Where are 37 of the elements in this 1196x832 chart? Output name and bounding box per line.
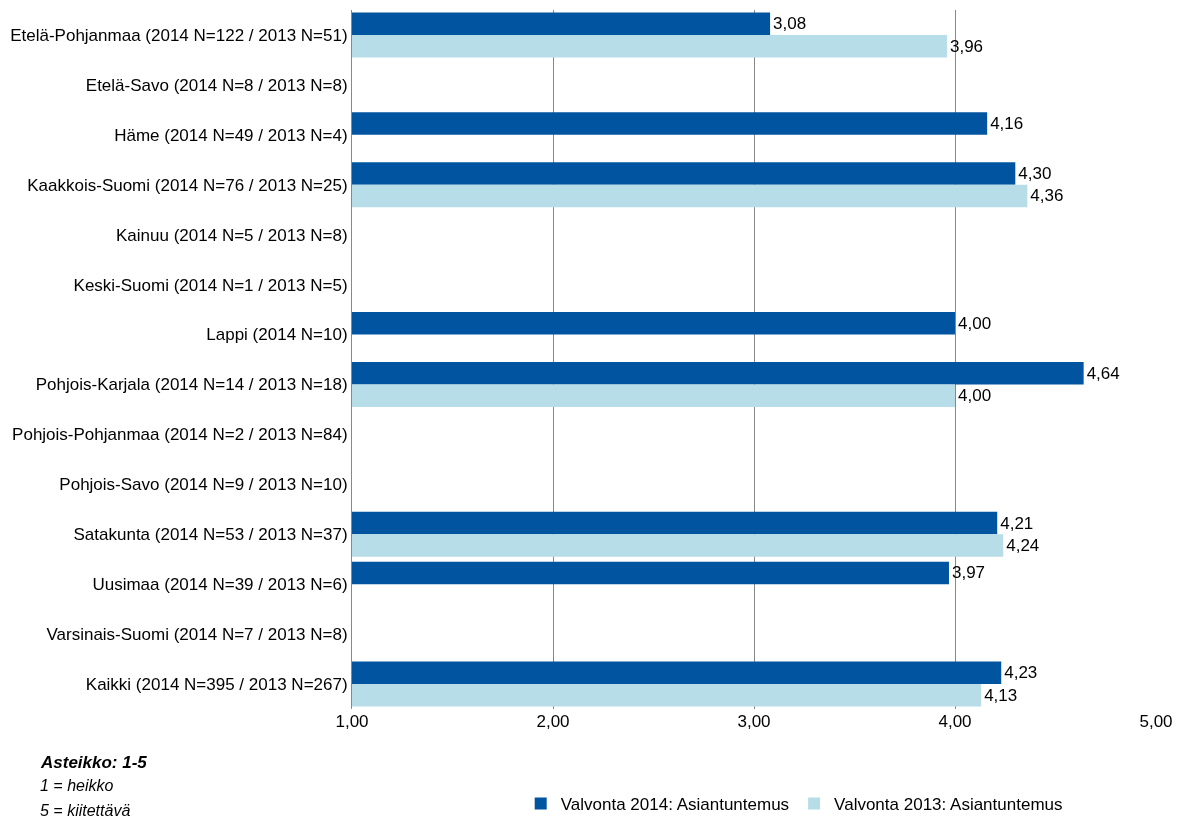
data-label: 3,08 bbox=[773, 14, 807, 34]
y-tick-label: Keski-Suomi (2014 N=1 / 2013 N=5) bbox=[73, 275, 348, 295]
y-tick-label: Uusimaa (2014 N=39 / 2013 N=6) bbox=[92, 575, 348, 595]
data-label: 3,96 bbox=[949, 36, 984, 56]
data-label: 4,64 bbox=[1086, 363, 1120, 383]
y-tick-label: Etelä-Savo (2014 N=8 / 2013 N=8) bbox=[85, 75, 348, 95]
data-label: 4,00 bbox=[958, 313, 992, 333]
y-tick-label: Satakunta (2014 N=53 / 2013 N=37) bbox=[73, 525, 348, 545]
y-tick-label: Lappi (2014 N=10) bbox=[206, 325, 348, 345]
y-tick-label: Kainuu (2014 N=5 / 2013 N=8) bbox=[116, 225, 348, 245]
text: 5 = kiitettävä bbox=[40, 802, 131, 819]
text: Asteikko: 1-5 bbox=[40, 753, 148, 772]
y-tick-label: Etelä-Pohjanmaa (2014 N=122 / 2013 N=51) bbox=[10, 25, 348, 45]
x-tick-label: 1,00 bbox=[335, 712, 369, 731]
data-label: 4,13 bbox=[984, 685, 1018, 705]
y-tick-label: Varsinais-Suomi (2014 N=7 / 2013 N=8) bbox=[46, 625, 348, 645]
y-tick-label: Pohjois-Savo (2014 N=9 / 2013 N=10) bbox=[59, 475, 348, 495]
legend-label: Valvonta 2014: Asiantuntemus bbox=[560, 795, 790, 815]
y-tick-label: Häme (2014 N=49 / 2013 N=4) bbox=[114, 125, 348, 145]
x-tick-label: 2,00 bbox=[536, 712, 570, 731]
data-label: 4,23 bbox=[1004, 663, 1038, 683]
data-label: 4,21 bbox=[1000, 513, 1034, 533]
data-label: 4,24 bbox=[1006, 535, 1040, 555]
data-label: 4,16 bbox=[990, 114, 1024, 134]
y-tick-label: Kaikki (2014 N=395 / 2013 N=267) bbox=[85, 674, 348, 694]
data-label: 4,00 bbox=[958, 386, 992, 406]
legend-label: Valvonta 2013: Asiantuntemus bbox=[834, 795, 1063, 815]
x-tick-label: 4,00 bbox=[938, 712, 972, 731]
text: 1 = heikko bbox=[40, 777, 114, 794]
x-tick-label: 3,00 bbox=[737, 712, 771, 731]
y-tick-label: Pohjois-Karjala (2014 N=14 / 2013 N=18) bbox=[35, 375, 348, 395]
data-label: 4,30 bbox=[1018, 164, 1052, 184]
x-tick-label: 5,00 bbox=[1139, 712, 1173, 731]
y-tick-label: Pohjois-Pohjanmaa (2014 N=2 / 2013 N=84) bbox=[12, 425, 348, 445]
data-label: 4,36 bbox=[1030, 186, 1064, 206]
y-tick-label: Kaakkois-Suomi (2014 N=76 / 2013 N=25) bbox=[27, 175, 348, 195]
data-label: 3,97 bbox=[951, 563, 986, 583]
